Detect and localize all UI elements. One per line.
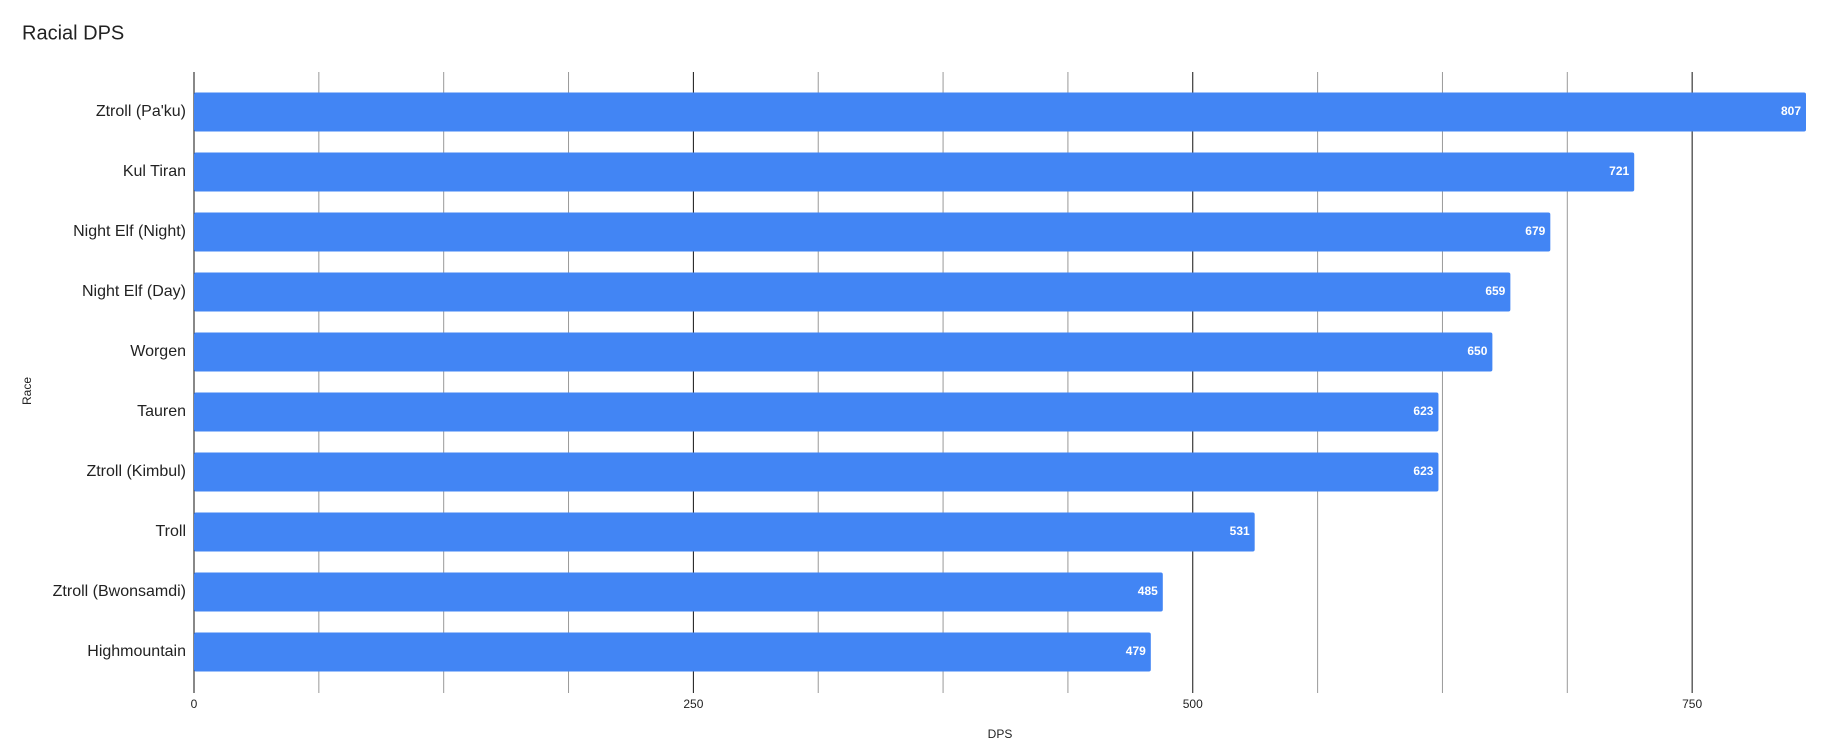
y-axis-title: Race [20,377,34,405]
value-label: 479 [1126,644,1146,658]
value-label: 721 [1609,164,1629,178]
y-tick-label: Kul Tiran [123,163,186,180]
value-label: 650 [1467,344,1487,358]
value-label: 623 [1413,464,1433,478]
x-tick-label: 250 [683,697,703,711]
y-tick-label: Ztroll (Kimbul) [86,463,186,480]
value-label: 623 [1413,404,1433,418]
bar [194,332,1493,372]
value-label: 807 [1781,104,1801,118]
x-tick-label: 500 [1183,697,1203,711]
bar [194,512,1255,552]
y-tick-label: Highmountain [87,643,186,660]
y-tick-label: Ztroll (Bwonsamdi) [53,583,186,600]
y-tick-label: Night Elf (Night) [73,223,186,240]
y-tick-label: Troll [155,523,186,540]
bar [194,92,1806,132]
x-tick-label: 750 [1682,697,1702,711]
bar [194,572,1163,612]
bar [194,212,1551,252]
y-tick-label: Tauren [137,403,186,420]
value-label: 531 [1230,524,1250,538]
bar [194,452,1439,492]
y-tick-label: Worgen [130,343,186,360]
value-label: 659 [1485,284,1505,298]
y-tick-label: Night Elf (Day) [82,283,186,300]
value-label: 679 [1525,224,1545,238]
bar [194,392,1439,432]
y-tick-label: Ztroll (Pa'ku) [96,103,186,120]
bar [194,632,1151,672]
value-label: 485 [1138,584,1158,598]
bar [194,272,1511,312]
bar [194,152,1635,192]
x-tick-label: 0 [191,697,198,711]
chart-title: Racial DPS [22,22,124,44]
x-axis-title: DPS [988,727,1013,741]
